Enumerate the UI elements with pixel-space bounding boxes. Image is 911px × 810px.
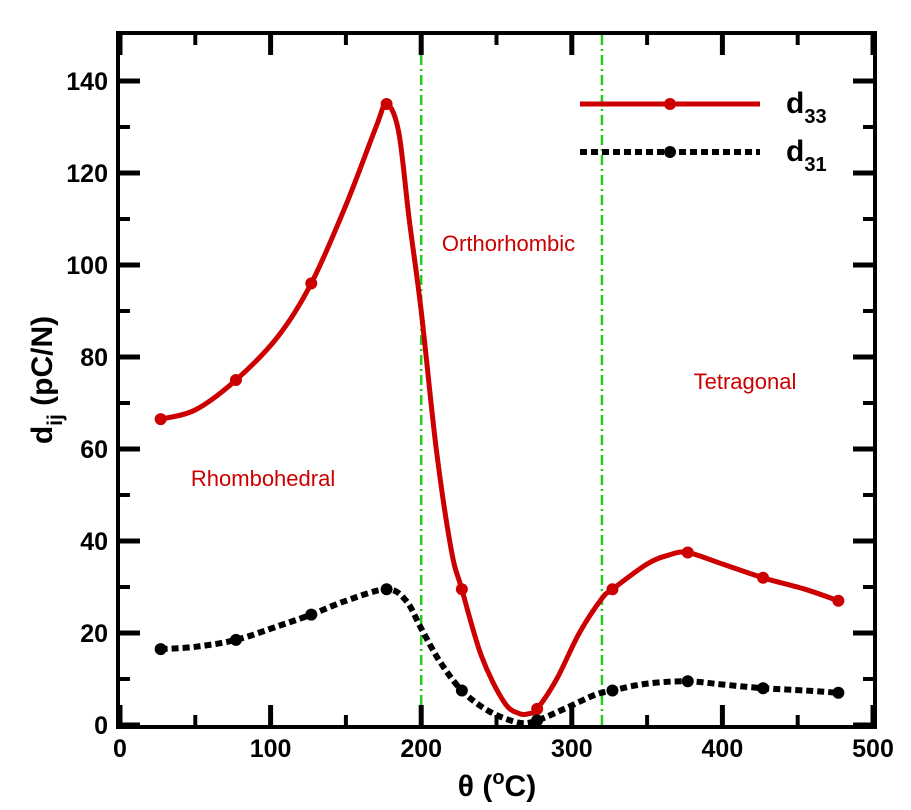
- point-d31-8: [757, 682, 770, 695]
- point-d31-1: [229, 633, 242, 646]
- y-axis-title-sub: ij: [44, 414, 67, 426]
- region-label-rhombohedral: Rhombohedral: [191, 466, 335, 491]
- x-tick-label-3: 300: [551, 735, 593, 763]
- point-d31-6: [606, 684, 619, 697]
- x-tick-label-1: 100: [250, 735, 292, 763]
- x-axis-title: θ (oC): [458, 767, 536, 803]
- point-d33-0: [154, 413, 167, 426]
- point-d33-3: [380, 98, 393, 110]
- axis-ticks: [117, 35, 876, 728]
- point-d31-4: [455, 684, 468, 697]
- y-tick-label-2: 40: [80, 528, 108, 556]
- series-line-d31: [160, 586, 839, 727]
- x-axis-title-unit: C): [505, 770, 537, 803]
- series-markers: [154, 98, 845, 727]
- legend-label-d31: d31: [786, 135, 827, 176]
- y-axis-title-main: d: [26, 426, 59, 444]
- phase-boundary-lines: [419, 35, 604, 725]
- y-tick-label-3: 60: [80, 436, 108, 464]
- plot-frame: [116, 31, 877, 729]
- point-d31-0: [154, 643, 167, 656]
- x-axis-title-sup: o: [492, 767, 504, 789]
- point-d31-7: [681, 675, 694, 688]
- x-axis-title-main: θ (: [458, 770, 493, 803]
- x-tick-label-4: 400: [702, 735, 744, 763]
- point-d31-3: [380, 583, 393, 596]
- point-d33-2: [305, 277, 318, 290]
- region-label-tetragonal: Tetragonal: [694, 369, 797, 394]
- x-tick-label-5: 500: [852, 735, 894, 763]
- point-d33-4: [455, 583, 468, 596]
- y-tick-label-4: 80: [80, 344, 108, 372]
- point-d33-6: [606, 583, 619, 596]
- y-tick-label-1: 20: [80, 620, 108, 648]
- y-axis-title-unit: (pC/N): [26, 316, 59, 414]
- legend-marker-d33: [664, 98, 676, 110]
- series-curves: [160, 101, 840, 727]
- phase-region-labels: Rhombohedral Orthorhombic Tetragonal: [191, 231, 796, 491]
- point-d33-7: [681, 546, 694, 559]
- point-d31-2: [305, 608, 318, 621]
- point-d31-9: [832, 686, 845, 699]
- y-tick-label-5: 100: [66, 252, 108, 280]
- axis-tick-labels: 0 100 200 300 400 500 0 20 40 60 80 100 120 140: [66, 68, 894, 763]
- point-d33-8: [757, 571, 770, 584]
- legend-label-d33: d33: [786, 87, 827, 128]
- x-tick-label-0: 0: [113, 735, 127, 763]
- legend-marker-d31: [664, 146, 676, 158]
- point-d33-1: [229, 374, 242, 386]
- region-label-orthorhombic: Orthorhombic: [442, 231, 575, 256]
- y-tick-label-0: 0: [94, 712, 108, 740]
- y-tick-label-7: 140: [66, 68, 108, 96]
- point-d33-9: [832, 594, 845, 607]
- series-line-d33: [160, 101, 840, 718]
- point-d33-5: [531, 702, 544, 715]
- x-tick-label-2: 200: [400, 735, 442, 763]
- y-tick-label-6: 120: [66, 160, 108, 188]
- y-axis-title: dij (pC/N): [26, 316, 67, 444]
- point-d31-5: [531, 714, 544, 727]
